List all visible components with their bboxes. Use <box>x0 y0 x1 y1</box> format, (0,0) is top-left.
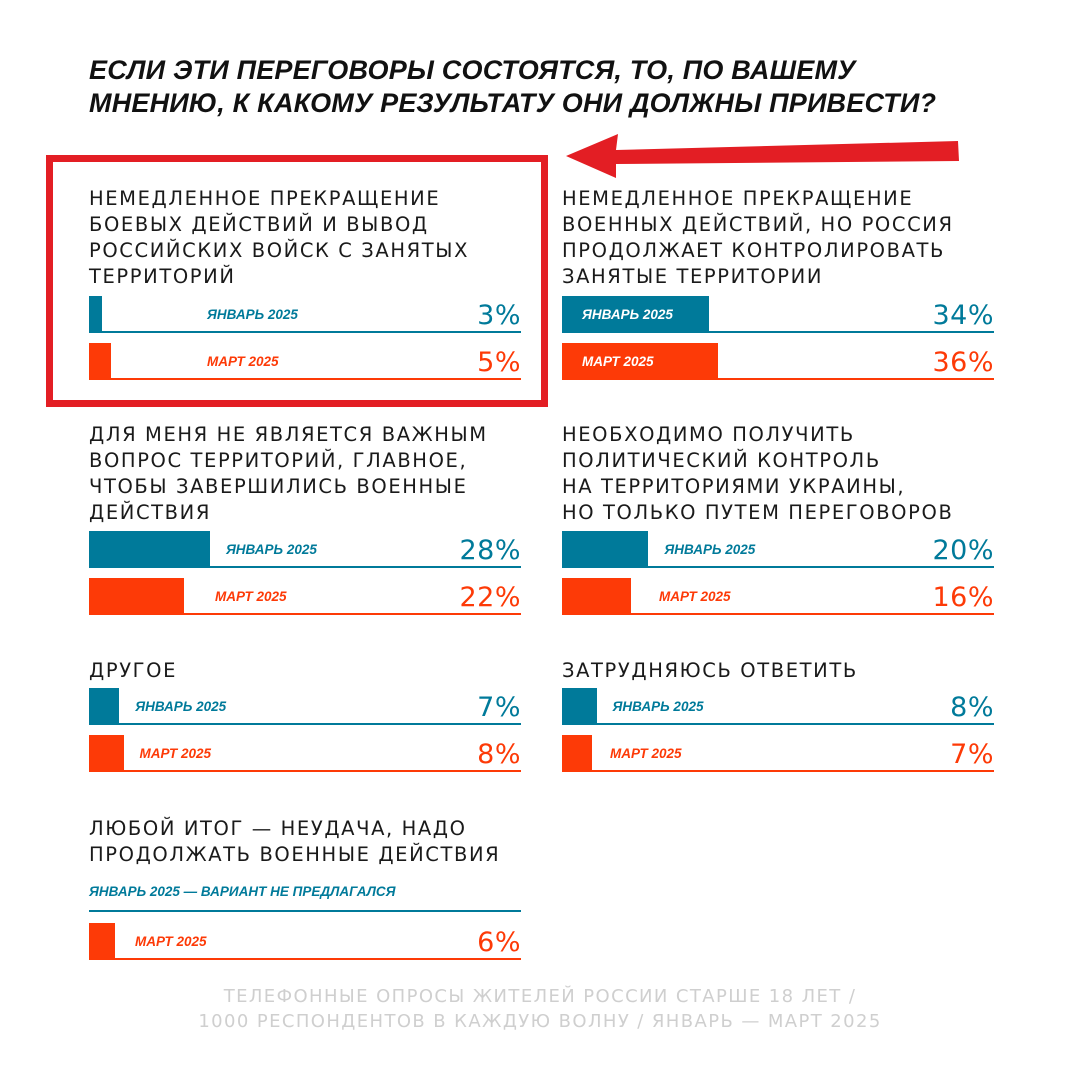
value-label: 3% <box>477 300 521 331</box>
value-label: 34% <box>932 300 994 331</box>
value-label: 28% <box>459 535 521 566</box>
panel-title: ДРУГОЕ <box>89 659 178 682</box>
panel-title: ЛЮБОЙ ИТОГ — НЕУДАЧА, НАДО ПРОДОЛЖАТЬ ВО… <box>89 817 501 866</box>
footer-source: ТЕЛЕФОННЫЕ ОПРОСЫ ЖИТЕЛЕЙ РОССИИ СТАРШЕ … <box>0 984 1080 1034</box>
bar-row-march: МАРТ 2025 7% <box>562 735 994 772</box>
bar-march <box>89 735 124 772</box>
bar-january <box>562 296 709 333</box>
panel-continue-war: ЛЮБОЙ ИТОГ — НЕУДАЧА, НАДО ПРОДОЛЖАТЬ ВО… <box>89 816 521 960</box>
bar-row-march: МАРТ 2025 6% <box>89 923 521 960</box>
bar-january <box>89 531 210 568</box>
bar-baseline <box>89 378 521 380</box>
series-label: ЯНВАРЬ 2025 <box>207 307 298 322</box>
series-label: МАРТ 2025 <box>207 354 279 369</box>
bar-row-march: МАРТ 2025 16% <box>562 578 994 615</box>
chart-title: ЕСЛИ ЭТИ ПЕРЕГОВОРЫ СОСТОЯТСЯ, ТО, ПО ВА… <box>89 54 989 120</box>
series-label: ЯНВАРЬ 2025 <box>612 699 704 714</box>
bar-row-march: МАРТ 2025 36% <box>562 343 994 380</box>
bar-baseline <box>89 770 521 772</box>
bar-march <box>89 343 111 380</box>
bar-march <box>562 578 632 615</box>
panel-ceasefire-control: НЕМЕДЛЕННОЕ ПРЕКРАЩЕНИЕ ВОЕННЫХ ДЕЙСТВИЙ… <box>562 186 994 380</box>
footer-line: ТЕЛЕФОННЫЕ ОПРОСЫ ЖИТЕЛЕЙ РОССИИ СТАРШЕ … <box>223 986 857 1007</box>
bar-baseline <box>562 378 994 380</box>
note-label: ЯНВАРЬ 2025 — ВАРИАНТ НЕ ПРЕДЛАГАЛСЯ <box>89 884 396 899</box>
series-label: ЯНВАРЬ 2025 <box>664 542 756 557</box>
bar-january <box>89 296 102 333</box>
bar-baseline <box>562 566 994 568</box>
series-label: МАРТ 2025 <box>659 589 731 604</box>
bar-march <box>89 578 185 615</box>
title-line: МНЕНИЮ, К КАКОМУ РЕЗУЛЬТАТУ ОНИ ДОЛЖНЫ П… <box>89 88 937 118</box>
bar-baseline <box>562 613 994 615</box>
value-label: 5% <box>477 347 521 378</box>
arrow-left-icon <box>566 134 959 178</box>
bar-baseline <box>562 770 994 772</box>
note-row-january: ЯНВАРЬ 2025 — ВАРИАНТ НЕ ПРЕДЛАГАЛСЯ <box>89 882 521 912</box>
value-label: 16% <box>932 582 994 613</box>
series-label: ЯНВАРЬ 2025 <box>135 699 227 714</box>
series-label: МАРТ 2025 <box>610 746 682 761</box>
bar-row-march: МАРТ 2025 22% <box>89 578 521 615</box>
highlight-box <box>46 155 548 407</box>
bar-row-january: ЯНВАРЬ 2025 20% <box>562 531 994 568</box>
bar-march <box>562 735 593 772</box>
bar-row-january: ЯНВАРЬ 2025 7% <box>89 688 521 725</box>
panel-ceasefire-withdrawal: НЕМЕДЛЕННОЕ ПРЕКРАЩЕНИЕ БОЕВЫХ ДЕЙСТВИЙ … <box>89 186 521 380</box>
series-label: ЯНВАРЬ 2025 <box>582 307 673 322</box>
panel-other: ДРУГОЕ ЯНВАРЬ 2025 7% МАРТ 2025 8% <box>89 658 521 772</box>
bar-baseline <box>89 958 521 960</box>
bar-march <box>89 923 115 960</box>
value-label: 7% <box>477 692 521 723</box>
bar-row-january: ЯНВАРЬ 2025 28% <box>89 531 521 568</box>
series-label: МАРТ 2025 <box>135 934 207 949</box>
bar-baseline <box>89 910 521 912</box>
value-label: 20% <box>932 535 994 566</box>
series-label: ЯНВАРЬ 2025 <box>225 542 317 557</box>
panel-title: НЕМЕДЛЕННОЕ ПРЕКРАЩЕНИЕ ВОЕННЫХ ДЕЙСТВИЙ… <box>562 187 954 288</box>
value-label: 7% <box>950 739 994 770</box>
bar-march <box>562 343 718 380</box>
panel-hard-to-answer: ЗАТРУДНЯЮСЬ ОТВЕТИТЬ ЯНВАРЬ 2025 8% МАРТ 20… <box>562 658 994 772</box>
series-label: МАРТ 2025 <box>139 746 212 761</box>
value-label: 8% <box>950 692 994 723</box>
panel-title: НЕМЕДЛЕННОЕ ПРЕКРАЩЕНИЕ БОЕВЫХ ДЕЙСТВИЙ … <box>89 187 470 288</box>
bar-baseline <box>89 613 521 615</box>
bar-january <box>562 688 597 725</box>
panel-title: НЕОБХОДИМО ПОЛУЧИТЬ ПОЛИТИЧЕСКИЙ КОНТРОЛ… <box>562 423 954 524</box>
bar-baseline <box>89 566 521 568</box>
bar-baseline <box>89 723 521 725</box>
bar-january <box>562 531 649 568</box>
panel-political-control: НЕОБХОДИМО ПОЛУЧИТЬ ПОЛИТИЧЕСКИЙ КОНТРОЛ… <box>562 422 994 615</box>
value-label: 36% <box>932 347 994 378</box>
bar-baseline <box>89 331 521 333</box>
footer-line: 1000 РЕСПОНДЕНТОВ В КАЖДУЮ ВОЛНУ / ЯНВАР… <box>198 1011 882 1032</box>
bar-baseline <box>562 331 994 333</box>
value-label: 22% <box>459 582 521 613</box>
bar-row-march: МАРТ 2025 8% <box>89 735 521 772</box>
panel-title: ЗАТРУДНЯЮСЬ ОТВЕТИТЬ <box>562 659 858 682</box>
panel-territory-unimportant: ДЛЯ МЕНЯ НЕ ЯВЛЯЕТСЯ ВАЖНЫМ ВОПРОС ТЕРРИ… <box>89 422 521 615</box>
bar-row-january: ЯНВАРЬ 2025 8% <box>562 688 994 725</box>
value-label: 8% <box>477 739 521 770</box>
bar-row-january: ЯНВАРЬ 2025 3% <box>89 296 521 333</box>
series-label: МАРТ 2025 <box>582 354 654 369</box>
bar-baseline <box>562 723 994 725</box>
bar-january <box>89 688 120 725</box>
title-line: ЕСЛИ ЭТИ ПЕРЕГОВОРЫ СОСТОЯТСЯ, ТО, ПО ВА… <box>89 55 856 85</box>
bar-row-january: ЯНВАРЬ 2025 34% <box>562 296 994 333</box>
value-label: 6% <box>477 927 521 958</box>
bar-row-march: МАРТ 2025 5% <box>89 343 521 380</box>
panel-title: ДЛЯ МЕНЯ НЕ ЯВЛЯЕТСЯ ВАЖНЫМ ВОПРОС ТЕРРИ… <box>89 423 488 524</box>
series-label: МАРТ 2025 <box>215 589 287 604</box>
